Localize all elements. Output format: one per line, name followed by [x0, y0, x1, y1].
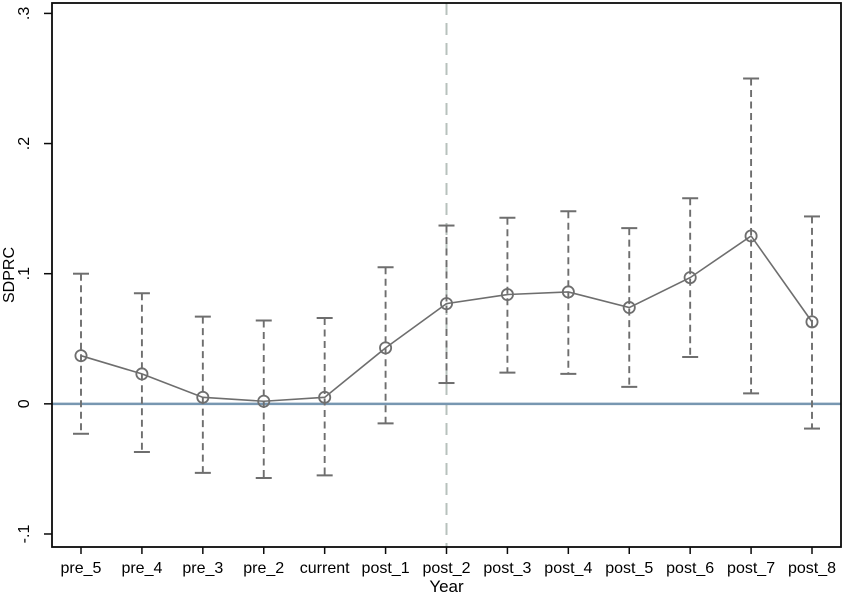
data-point-marker	[439, 297, 453, 311]
x-tick-label: post_7	[727, 560, 775, 577]
x-axis-title: Year	[429, 577, 464, 596]
y-tick-label: .1	[16, 267, 33, 280]
x-tick-label: post_2	[422, 560, 470, 577]
y-tick-label: 0	[16, 399, 33, 408]
data-point-marker	[196, 390, 210, 404]
x-tick-label: post_4	[544, 560, 592, 577]
data-point-marker	[379, 341, 393, 355]
data-point-marker	[257, 394, 271, 408]
estimate-line	[80, 234, 813, 403]
x-tick-label: pre_4	[121, 560, 162, 577]
data-point-marker	[561, 285, 575, 299]
x-tick-label: pre_2	[243, 560, 284, 577]
y-tick-label: .3	[16, 7, 33, 20]
data-point-marker	[683, 271, 697, 285]
x-tick-label: pre_3	[182, 560, 223, 577]
data-point-marker	[744, 229, 758, 243]
x-tick-label: post_6	[666, 560, 714, 577]
y-tick-label: .2	[16, 137, 33, 150]
data-point-marker	[805, 315, 819, 329]
x-tick-label: post_3	[483, 560, 531, 577]
data-point-marker	[318, 390, 332, 404]
x-tick-label: post_8	[788, 560, 836, 577]
data-point-marker	[74, 349, 88, 363]
data-point-marker	[500, 288, 514, 302]
data-point-marker	[622, 301, 636, 315]
x-tick-label: pre_5	[61, 560, 102, 577]
x-tick-label: post_1	[362, 560, 410, 577]
data-point-marker	[135, 367, 149, 381]
x-tick-label: post_5	[605, 560, 653, 577]
y-axis-title: SDPRC	[1, 247, 18, 303]
x-tick-label: current	[300, 560, 350, 577]
y-tick-label: -.1	[16, 525, 33, 544]
